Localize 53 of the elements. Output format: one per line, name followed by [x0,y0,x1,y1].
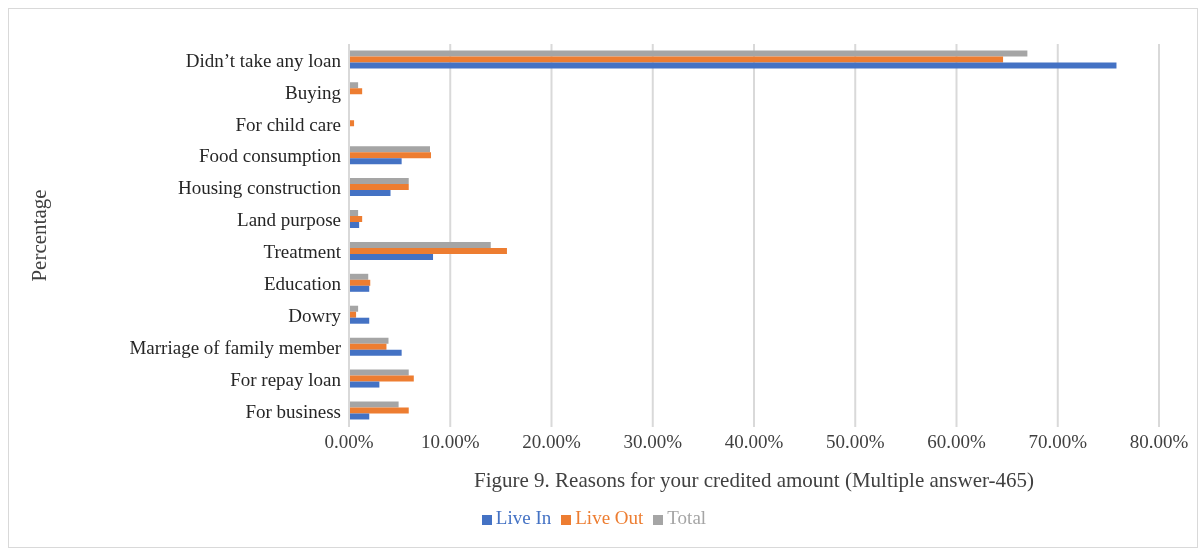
bar [349,184,409,191]
bar [349,190,391,197]
y-tick-label: Buying [285,81,342,103]
bar [349,401,399,408]
y-tick-label: Housing construction [177,177,342,199]
bar [349,317,370,324]
y-tick-label: Food consumption [199,145,342,167]
x-tick-label: 10.00% [420,431,480,453]
bar [349,285,370,292]
y-axis-title: Percentage [27,189,52,282]
bar [349,381,380,388]
bar [349,413,370,420]
bar [349,337,389,344]
bar [349,375,414,382]
bar [349,369,409,376]
bar [349,241,491,248]
legend-label: Live In [495,507,552,528]
x-tick-label: 30.00% [623,431,683,453]
bar [349,50,1028,57]
bar [349,247,507,254]
y-tick-label: For business [245,400,341,422]
x-tick-label: 60.00% [927,431,986,453]
bar [349,215,363,222]
y-tick-label: For repay loan [230,368,342,390]
x-tick-label: 40.00% [724,431,784,453]
bar [349,146,430,153]
x-axis-title: Figure 9. Reasons for your credited amount (Multiple answer-465) [473,468,1035,492]
y-tick-label: Education [263,273,342,295]
bar [349,88,363,95]
bar [349,349,402,356]
x-tick-label: 70.00% [1028,431,1088,453]
legend-label: Live Out [575,507,644,528]
bar [349,178,409,185]
bar [349,279,371,286]
y-tick-label: Marriage of family member [129,336,342,358]
y-tick-label: Land purpose [237,209,341,231]
bar [349,253,434,260]
x-tick-label: 50.00% [825,431,885,453]
y-tick-label: Didn’t take any loan [185,49,342,71]
bar [349,62,1117,69]
bar [349,56,1004,63]
x-tick-label: 80.00% [1129,431,1189,453]
legend-label: Total [667,507,707,528]
bar [349,407,409,414]
x-tick-label: 20.00% [522,431,581,453]
y-tick-label: Treatment [263,241,342,263]
bar [349,343,387,350]
bar [349,152,432,159]
y-tick-label: Dowry [288,305,342,327]
bar [349,158,402,165]
y-tick-label: For child care [235,113,341,135]
bar [349,273,369,280]
x-tick-label: 0.00% [324,431,374,453]
